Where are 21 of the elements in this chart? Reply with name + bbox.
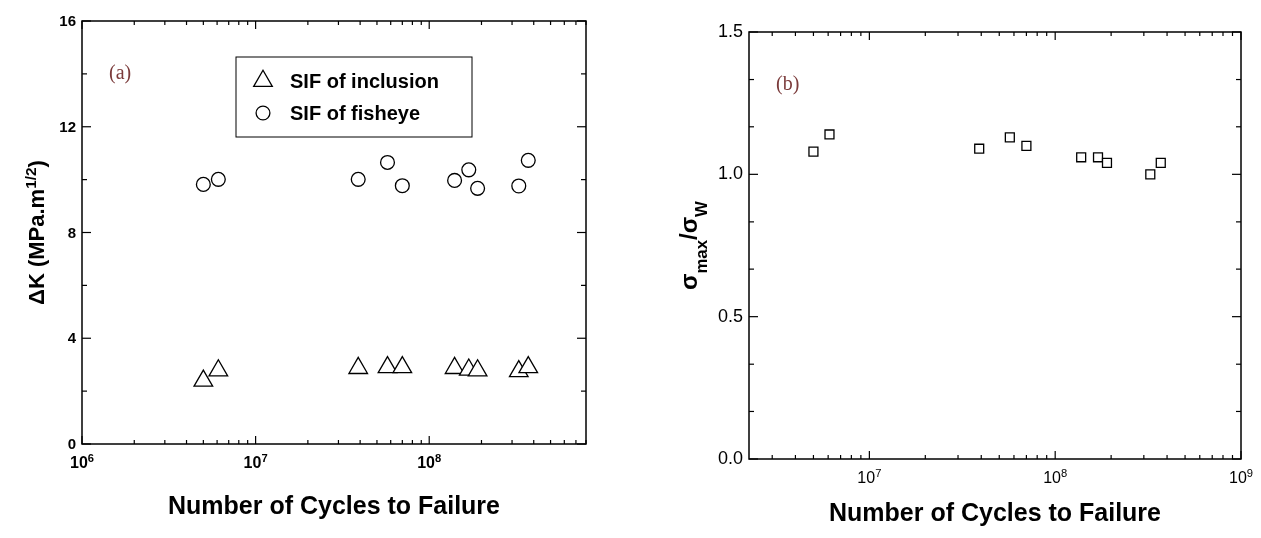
y-tick-label: 4 [67,329,77,347]
y-tick-label: 0 [67,435,76,452]
annotation: (a) [109,61,132,84]
y-tick-label: 1.5 [717,21,743,41]
y-tick-label: 1.0 [717,163,743,184]
x-tick-label: 10$^{7}$ [857,467,882,486]
x-tick-label: 10$^{8}$ [417,452,442,471]
y-tick-label: 0.0 [717,448,743,468]
y-tick-label: 16 [59,12,76,29]
annotation: (b) [776,72,800,95]
y-tick-label: 8 [67,223,76,241]
x-axis-title: Number of Cycles to Failure [167,491,501,519]
legend-label: SIF of inclusion [290,70,439,92]
x-tick-label: 10$^{7}$ [243,452,268,471]
x-tick-label: 10$^{9}$ [1228,467,1254,486]
y-tick-label: 0.5 [717,305,743,326]
x-axis-title: Number of Cycles to Failure [828,498,1162,526]
legend-label: SIF of fisheye [290,102,421,124]
x-tick-label: 10$^{8}$ [1043,467,1068,486]
x-tick-label: 10$^{6}$ [69,452,95,471]
y-tick-label: 12 [59,117,76,135]
